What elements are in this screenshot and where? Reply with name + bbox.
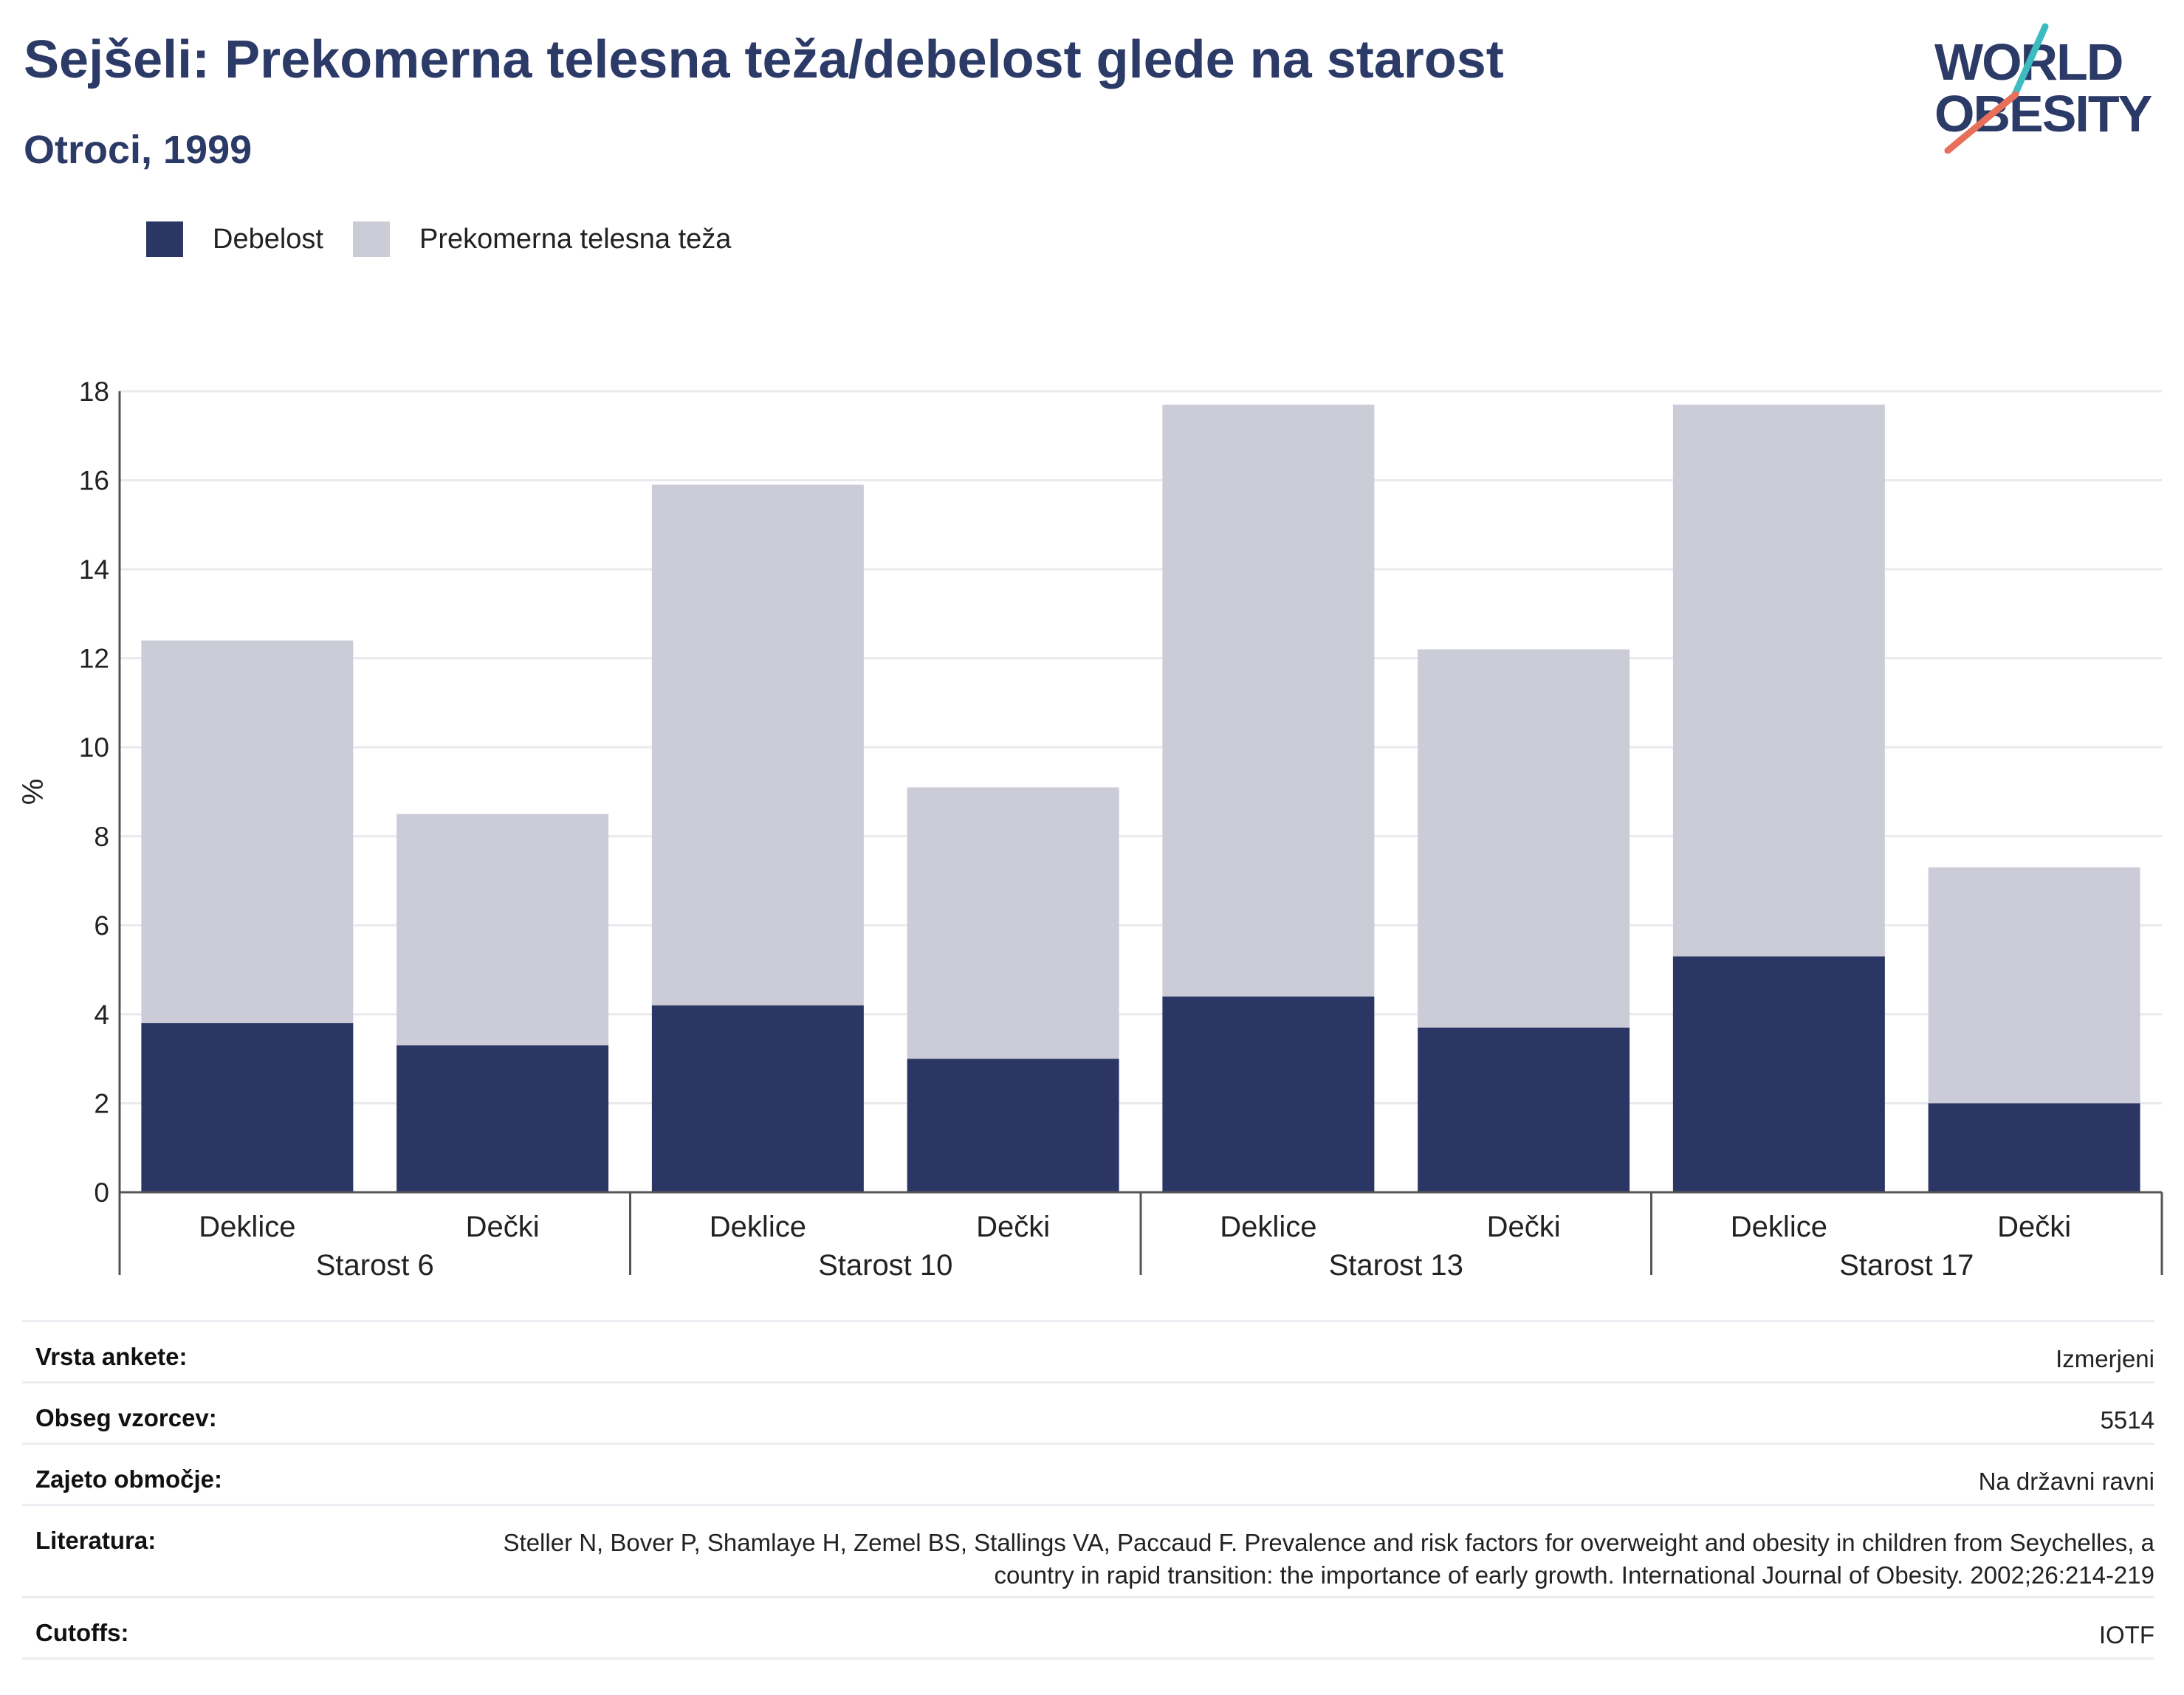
y-tick-label: 4 [94,1000,109,1030]
group-label: Starost 17 [1839,1249,1974,1282]
x-tick-label: Deklice [1220,1211,1316,1243]
legend-label-obesity: Debelost [213,223,323,255]
axes [118,391,2163,1275]
bar-overweight [1418,649,1630,1028]
chart-legend: Debelost Prekomerna telesna teža [146,219,760,260]
bar-obesity [651,1005,864,1192]
page-subtitle: Otroci, 1999 [24,128,253,172]
info-value: Izmerjeni [2056,1345,2154,1372]
info-row-survey-type: Vrsta ankete: Izmerjeni [22,1320,2154,1381]
y-axis-label: % [17,779,49,805]
info-value: IOTF [2098,1621,2154,1648]
bar-overweight [1672,405,1885,957]
x-tick-label: Deklice [199,1211,295,1243]
x-tick-label: Dečki [466,1211,540,1243]
bar-overweight [1928,867,2140,1104]
bar-overweight [141,640,354,1023]
info-row-sample-size: Obseg vzorcev: 5514 [22,1381,2154,1443]
y-tick-label: 6 [94,910,109,941]
x-tick-label: Dečki [976,1211,1050,1243]
group-label: Starost 10 [818,1249,952,1282]
bar-obesity [1928,1103,2140,1192]
info-value: Na državni ravni [1978,1468,2154,1495]
info-key: Cutoffs: [35,1619,129,1646]
info-key: Literatura: [35,1527,157,1554]
info-key: Obseg vzorcev: [35,1404,217,1431]
y-tick-label: 8 [94,822,109,852]
bar-obesity [1672,956,1885,1192]
info-row-coverage: Zajeto območje: Na državni ravni [22,1443,2154,1504]
info-row-literature: Literatura: Steller N, Bover P, Shamlaye… [22,1504,2154,1596]
info-value: Steller N, Bover P, Shamlaye H, Zemel BS… [503,1529,2154,1589]
legend-label-overweight: Prekomerna telesna teža [419,223,732,255]
logo-slash-coral [1944,91,2019,154]
bars [141,405,2140,1192]
info-key: Vrsta ankete: [35,1343,188,1370]
stacked-bar-chart: 0 2 4 6 8 10 12 14 16 18% Deklice Dečki Deklice Dečki… [17,377,2163,1282]
bar-obesity [396,1045,609,1192]
group-label: Starost 13 [1329,1249,1463,1282]
bar-obesity [141,1022,354,1192]
y-tick-label: 2 [94,1088,109,1118]
logo-slash-teal [2010,23,2049,100]
legend-swatch-obesity [146,221,183,257]
y-tick-label: 0 [94,1177,109,1208]
info-row-cutoffs: Cutoffs: IOTF [22,1596,2154,1660]
bar-obesity [907,1059,1119,1192]
bar-obesity [1418,1027,1630,1192]
legend-item-obesity[interactable]: Debelost [146,221,323,257]
y-tick-label: 14 [79,554,109,585]
y-tick-label: 12 [79,644,109,674]
group-label: Starost 6 [316,1249,434,1282]
y-tick-label: 18 [79,377,109,407]
bar-overweight [651,484,864,1005]
x-tick-label: Dečki [1997,1211,2071,1243]
bar-overweight [907,787,1119,1059]
page-title: Sejšeli: Prekomerna telesna teža/debelos… [24,30,1504,89]
info-value: 5514 [2100,1406,2154,1434]
legend-swatch-overweight [352,221,390,257]
x-tick-label: Deklice [710,1211,806,1243]
info-table: Vrsta ankete: Izmerjeni Obseg vzorcev: 5… [22,1320,2154,1660]
bar-obesity [1162,996,1375,1192]
bar-overweight [396,814,609,1046]
y-tick-label: 10 [79,732,109,763]
world-obesity-logo: WORLD OBESITY [1934,23,2154,154]
x-tick-label: Dečki [1487,1211,1561,1243]
info-key: Zajeto območje: [35,1465,223,1493]
axis-labels: 0 2 4 6 8 10 12 14 16 18% Deklice Dečki Deklice Dečki… [17,377,2071,1282]
y-tick-label: 16 [79,466,109,496]
x-tick-label: Deklice [1731,1211,1827,1243]
legend-item-overweight[interactable]: Prekomerna telesna teža [352,221,732,257]
bar-overweight [1162,405,1375,997]
